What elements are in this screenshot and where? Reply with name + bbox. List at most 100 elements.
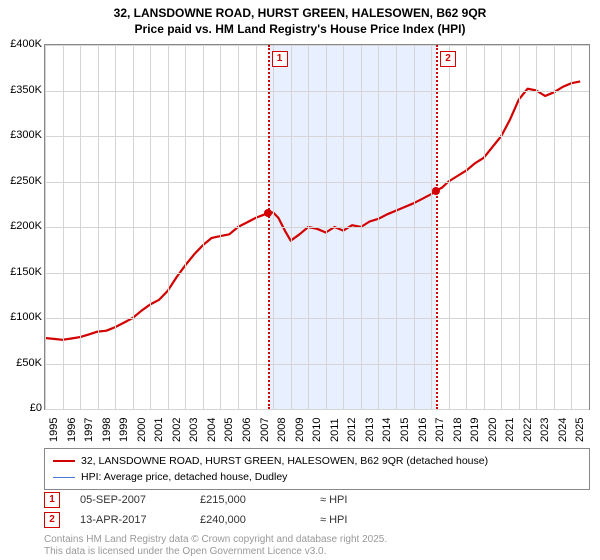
grid-line-v [220, 45, 221, 409]
sale-note: ≈ HPI [320, 494, 420, 506]
marker-dot [264, 209, 272, 217]
x-axis-label: 2001 [153, 418, 165, 442]
x-axis-label: 2010 [311, 418, 323, 442]
x-axis-label: 2007 [259, 418, 271, 442]
x-axis-label: 1999 [118, 418, 130, 442]
grid-line-v [414, 45, 415, 409]
x-axis-label: 2016 [417, 418, 429, 442]
grid-line-h [45, 364, 589, 365]
marker-label: 2 [440, 51, 456, 67]
attribution: Contains HM Land Registry data © Crown c… [44, 534, 387, 558]
grid-line-v [256, 45, 257, 409]
marker-line [436, 45, 438, 409]
grid-line-v [308, 45, 309, 409]
x-axis-label: 2011 [329, 418, 341, 442]
marker-label: 1 [272, 51, 288, 67]
sale-row: 213-APR-2017£240,000≈ HPI [44, 510, 590, 530]
y-axis-label: £400K [10, 38, 42, 50]
grid-line-h [45, 409, 589, 410]
x-axis-label: 2020 [487, 418, 499, 442]
x-axis-label: 2024 [557, 418, 569, 442]
attribution-line2: This data is licensed under the Open Gov… [44, 546, 387, 558]
grid-line-v [291, 45, 292, 409]
grid-line-v [185, 45, 186, 409]
grid-line-v [501, 45, 502, 409]
x-axis-label: 2019 [469, 418, 481, 442]
grid-line-v [133, 45, 134, 409]
grid-line-v [238, 45, 239, 409]
legend: 32, LANSDOWNE ROAD, HURST GREEN, HALESOW… [44, 448, 590, 490]
grid-line-v [519, 45, 520, 409]
attribution-line1: Contains HM Land Registry data © Crown c… [44, 534, 387, 546]
grid-line-v [343, 45, 344, 409]
series-line [45, 81, 580, 339]
grid-line-v [168, 45, 169, 409]
legend-label: 32, LANSDOWNE ROAD, HURST GREEN, HALESOW… [81, 455, 488, 467]
sale-note: ≈ HPI [320, 514, 420, 526]
grid-line-v [203, 45, 204, 409]
grid-line-v [466, 45, 467, 409]
grid-line-v [115, 45, 116, 409]
grid-line-v [273, 45, 274, 409]
grid-line-v [536, 45, 537, 409]
grid-line-v [45, 45, 46, 409]
x-axis-label: 2025 [574, 418, 586, 442]
grid-line-v [449, 45, 450, 409]
grid-line-h [45, 45, 589, 46]
x-axis-label: 2005 [223, 418, 235, 442]
sale-price: £240,000 [200, 514, 300, 526]
legend-swatch [53, 477, 75, 478]
marker-dot [432, 187, 440, 195]
grid-line-v [80, 45, 81, 409]
x-axis-label: 1998 [101, 418, 113, 442]
x-axis-label: 2022 [522, 418, 534, 442]
x-axis-label: 2013 [364, 418, 376, 442]
y-axis-label: £100K [10, 311, 42, 323]
legend-item: 32, LANSDOWNE ROAD, HURST GREEN, HALESOW… [53, 453, 581, 469]
x-axis-label: 2003 [188, 418, 200, 442]
x-axis-label: 2018 [452, 418, 464, 442]
grid-line-v [396, 45, 397, 409]
grid-line-v [484, 45, 485, 409]
sale-price: £215,000 [200, 494, 300, 506]
grid-line-v [571, 45, 572, 409]
legend-swatch [53, 460, 75, 462]
x-axis-label: 2014 [381, 418, 393, 442]
grid-line-v [361, 45, 362, 409]
plot-area: 12 [44, 44, 590, 410]
grid-line-v [378, 45, 379, 409]
grid-line-v [326, 45, 327, 409]
sale-date: 13-APR-2017 [80, 514, 180, 526]
grid-line-h [45, 136, 589, 137]
x-axis-label: 1995 [48, 418, 60, 442]
x-axis-label: 2023 [539, 418, 551, 442]
x-axis-label: 2006 [241, 418, 253, 442]
grid-line-v [98, 45, 99, 409]
x-axis-label: 2004 [206, 418, 218, 442]
grid-line-h [45, 182, 589, 183]
x-axis-label: 1997 [83, 418, 95, 442]
sale-date: 05-SEP-2007 [80, 494, 180, 506]
x-axis-label: 2009 [294, 418, 306, 442]
grid-line-h [45, 273, 589, 274]
x-axis-label: 1996 [66, 418, 78, 442]
chart-title-line1: 32, LANSDOWNE ROAD, HURST GREEN, HALESOW… [0, 0, 600, 22]
legend-item: HPI: Average price, detached house, Dudl… [53, 469, 581, 485]
x-axis-label: 2008 [276, 418, 288, 442]
chart-title-line2: Price paid vs. HM Land Registry's House … [0, 22, 600, 36]
grid-line-v [150, 45, 151, 409]
y-axis-label: £50K [16, 357, 42, 369]
y-axis-label: £0 [30, 402, 42, 414]
chart-container: 32, LANSDOWNE ROAD, HURST GREEN, HALESOW… [0, 0, 600, 560]
x-axis-label: 2021 [504, 418, 516, 442]
grid-line-h [45, 318, 589, 319]
x-axis-label: 2015 [399, 418, 411, 442]
x-axis-label: 2017 [434, 418, 446, 442]
grid-line-v [63, 45, 64, 409]
legend-label: HPI: Average price, detached house, Dudl… [81, 471, 287, 483]
y-axis-label: £150K [10, 266, 42, 278]
y-axis-label: £350K [10, 84, 42, 96]
grid-line-h [45, 227, 589, 228]
x-axis-label: 2012 [346, 418, 358, 442]
sales-rows: 105-SEP-2007£215,000≈ HPI213-APR-2017£24… [44, 490, 590, 530]
